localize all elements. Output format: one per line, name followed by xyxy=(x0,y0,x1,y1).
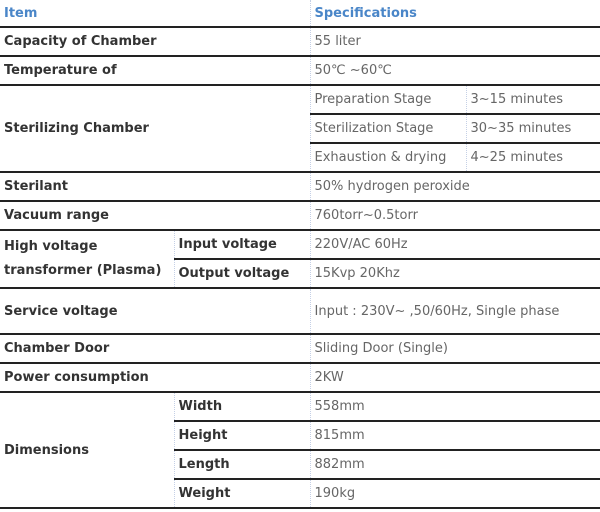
sub-label: Length xyxy=(174,449,311,480)
sub-label: Output voltage xyxy=(174,258,311,289)
row-label: Sterilant xyxy=(0,171,311,202)
stage-time: 4~25 minutes xyxy=(465,142,600,173)
row-label: High voltage transformer (Plasma) xyxy=(0,229,175,289)
table-row: Service voltage Input : 230V~ ,50/60Hz, … xyxy=(0,287,600,335)
row-label: Chamber Door xyxy=(0,333,311,364)
row-label: Dimensions xyxy=(0,391,175,509)
header-row: Item Specifications xyxy=(0,0,600,28)
table-row: High voltage transformer (Plasma) Input … xyxy=(0,229,600,289)
table-row: Sterilant 50% hydrogen peroxide xyxy=(0,171,600,202)
row-value: 815mm xyxy=(309,420,600,451)
sub-label: Width xyxy=(173,391,311,422)
row-label: Temperature of xyxy=(0,55,311,86)
sub-label: Height xyxy=(174,420,311,451)
row-value: 2KW xyxy=(309,362,600,393)
row-value: 558mm xyxy=(309,391,600,422)
row-label: Capacity of Chamber xyxy=(0,26,311,57)
stage-time: 3~15 minutes xyxy=(465,84,600,115)
table-row: Dimensions Width 558mm xyxy=(0,391,600,509)
row-value: 760torr~0.5torr xyxy=(309,200,600,231)
table-row: Length 882mm xyxy=(0,449,600,480)
table-row: Capacity of Chamber 55 liter xyxy=(0,26,600,57)
row-value: 55 liter xyxy=(309,26,600,57)
row-label: Service voltage xyxy=(0,287,311,335)
row-value: 882mm xyxy=(309,449,600,480)
row-value: 190kg xyxy=(309,478,600,509)
row-label: Sterilizing Chamber xyxy=(0,84,311,173)
sub-label: Weight xyxy=(174,478,311,509)
table-row: Sterilizing Chamber Preparation Stage 3~… xyxy=(0,84,600,173)
table-row: Vacuum range 760torr~0.5torr xyxy=(0,200,600,231)
stage-name: Sterilization Stage xyxy=(310,113,467,144)
header-item: Item xyxy=(0,0,311,28)
table-row: Exhaustion & drying 4~25 minutes xyxy=(0,142,600,173)
stage-name: Exhaustion & drying xyxy=(310,142,467,173)
sub-label: Input voltage xyxy=(173,229,311,260)
stage-time: 30~35 minutes xyxy=(465,113,600,144)
table-row: Height 815mm xyxy=(0,420,600,451)
row-value: 50℃ ~60℃ xyxy=(309,55,600,86)
row-value: 50% hydrogen peroxide xyxy=(309,171,600,202)
table-row: Weight 190kg xyxy=(0,478,600,509)
table-row: Sterilization Stage 30~35 minutes xyxy=(0,113,600,144)
row-label: Vacuum range xyxy=(0,200,311,231)
table-row: Output voltage 15Kvp 20Khz xyxy=(0,258,600,289)
row-value: Sliding Door (Single) xyxy=(309,333,600,364)
row-value: 220V/AC 60Hz xyxy=(309,229,600,260)
table-row: Chamber Door Sliding Door (Single) xyxy=(0,333,600,364)
row-value: Input : 230V~ ,50/60Hz, Single phase xyxy=(309,287,600,335)
table-row: Temperature of 50℃ ~60℃ xyxy=(0,55,600,86)
table-row: Power consumption 2KW xyxy=(0,362,600,393)
row-label: Power consumption xyxy=(0,362,311,393)
row-value: 15Kvp 20Khz xyxy=(309,258,600,289)
stage-name: Preparation Stage xyxy=(309,84,467,115)
header-specifications: Specifications xyxy=(309,0,600,28)
